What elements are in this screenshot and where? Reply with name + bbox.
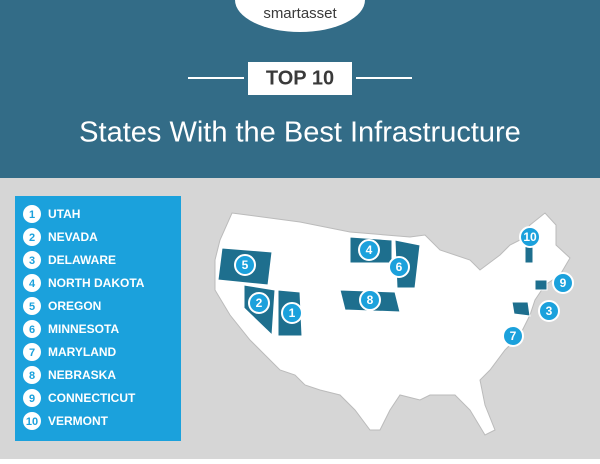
marker: 2 [248,292,270,314]
rank-circle [23,389,41,407]
marker-circle [281,302,303,324]
marker-number: 6 [396,260,403,274]
rank-number: 10 [26,416,38,428]
ranking-list: 1 UTAH 2 NEVADA 3 DELAWARE 4 NORTH DAKOTA 5 OREGO… [23,205,145,430]
marker: 8 [359,289,381,311]
marker: 7 [502,325,524,347]
marker: 3 [538,300,560,322]
rank-circle [23,228,41,246]
marker-number: 8 [367,293,374,307]
marker-number: 7 [510,329,517,343]
rank-number: 1 [29,209,35,221]
marker-circle [388,256,410,278]
state-name: MARYLAND [48,345,117,359]
state-name: MINNESOTA [48,322,119,336]
state-name: CONNECTICUT [48,391,136,405]
list-panel [15,196,181,441]
marker-circle [552,272,574,294]
marker: 10 [519,226,541,248]
marker-circle [248,292,270,314]
marker-number: 2 [256,296,263,310]
marker-circle [519,226,541,248]
marker-number: 9 [560,276,567,290]
rank-number: 8 [29,370,35,382]
map-markers: 1 2 3 4 5 6 7 8 9 10 [234,226,574,347]
rank-number: 2 [29,232,35,244]
state-name: NORTH DAKOTA [48,276,145,290]
rank-circle [23,366,41,384]
marker-number: 5 [242,258,249,272]
badge: TOP 10 [266,67,334,89]
marker-circle [358,239,380,261]
rank-number: 5 [29,301,35,313]
rank-circle [23,320,41,338]
rank-circle [23,251,41,269]
rank-number: 9 [29,393,35,405]
rank-circle [23,343,41,361]
rank-number: 6 [29,324,35,336]
rank-circle [23,274,41,292]
state-name: UTAH [48,207,80,221]
marker-number: 10 [523,230,537,244]
badge-box [248,62,352,95]
marker: 4 [358,239,380,261]
marker: 6 [388,256,410,278]
rank-number: 4 [29,278,36,290]
logo-pill [235,0,365,32]
marker-circle [502,325,524,347]
state-name: NEVADA [48,230,98,244]
marker: 5 [234,254,256,276]
title: States With the Best Infrastructure [79,117,521,149]
state-name: OREGON [48,299,101,313]
state-maryland-delaware [511,301,531,317]
marker: 9 [552,272,574,294]
marker-number: 4 [366,243,373,257]
rank-number: 3 [29,255,35,267]
marker-number: 3 [546,304,553,318]
rank-circle [23,297,41,315]
marker-circle [234,254,256,276]
rank-circle [23,412,41,430]
state-connecticut [534,279,548,291]
state-name: NEBRASKA [48,368,116,382]
marker-circle [538,300,560,322]
marker: 1 [281,302,303,324]
rank-circle [23,205,41,223]
marker-circle [359,289,381,311]
marker-number: 1 [289,306,296,320]
us-map [214,212,571,436]
rank-number: 7 [29,347,35,359]
state-name: VERMONT [48,414,109,428]
state-name: DELAWARE [48,253,116,267]
brand: smartasset [263,5,337,22]
